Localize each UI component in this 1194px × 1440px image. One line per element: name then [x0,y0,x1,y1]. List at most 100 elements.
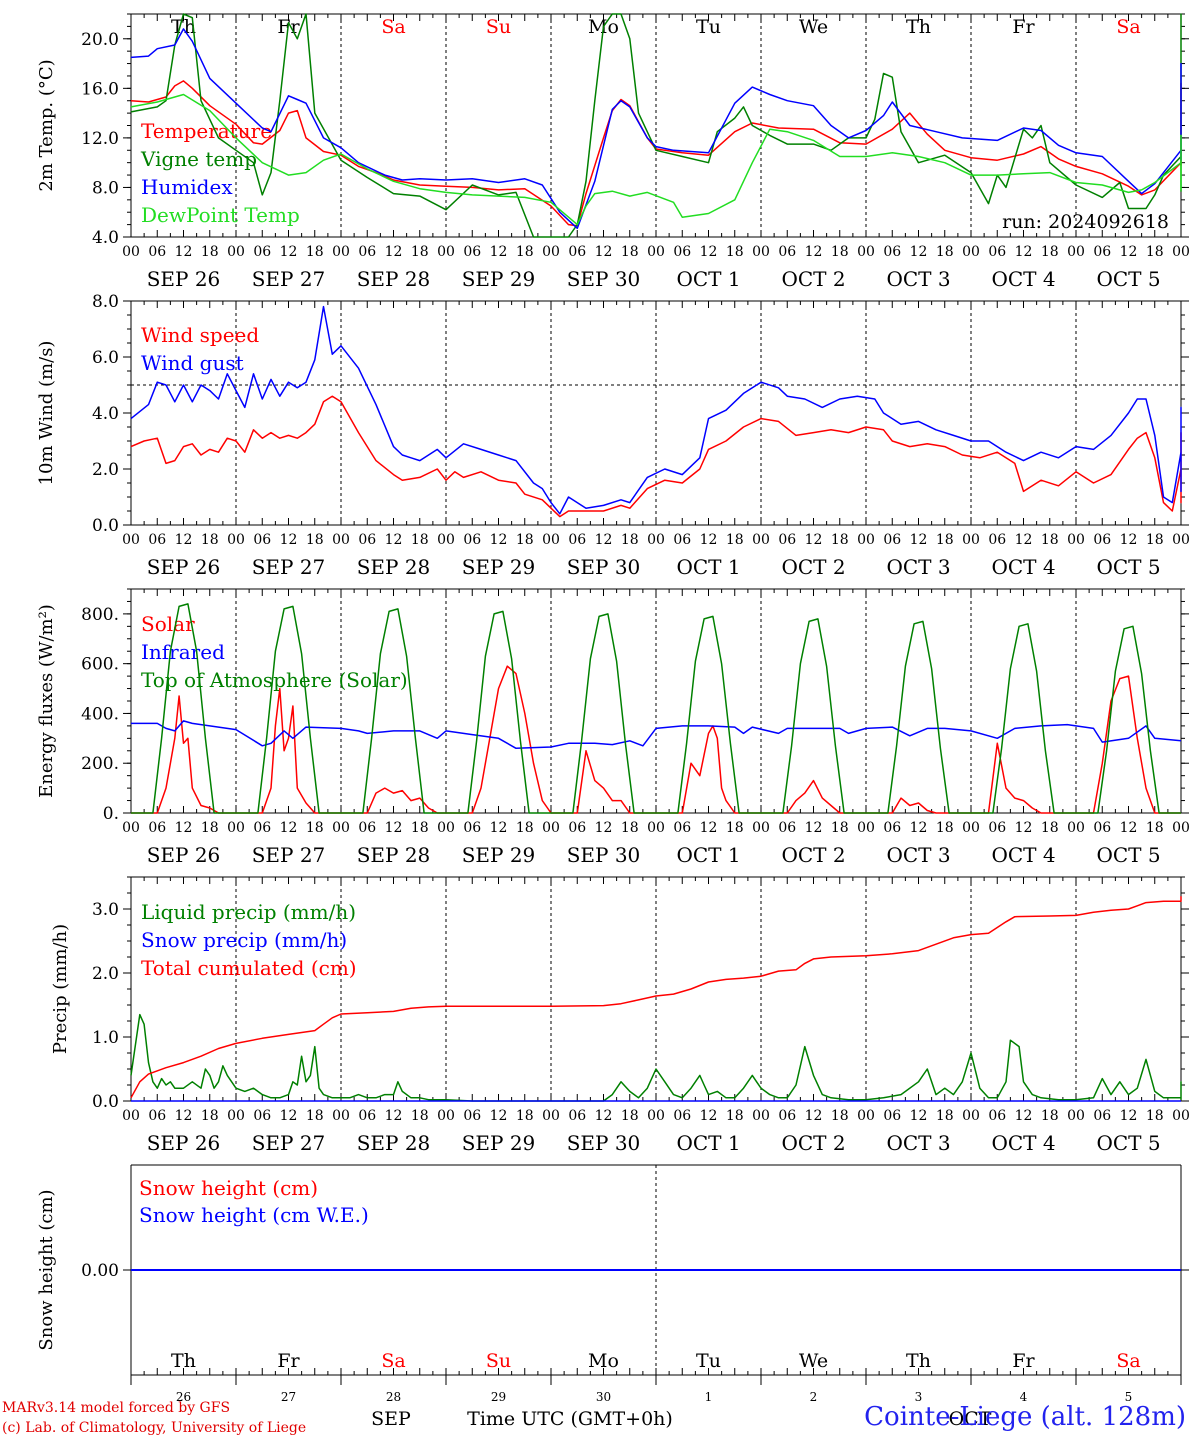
hour-label: 12 [805,1108,823,1124]
hour-label: 06 [253,1108,271,1124]
hour-label: 18 [1146,1108,1164,1124]
date-label: OCT 1 [676,843,740,867]
legend-entry: Vigne temp [140,147,257,171]
y-axis-label: 10m Wind (m/s) [36,341,57,486]
y-tick-label: 8.0 [92,178,119,198]
y-tick-label: 200. [81,754,119,774]
hour-label: 00 [332,244,350,260]
hour-label: 12 [700,1108,718,1124]
hour-label: 18 [936,532,954,548]
hour-label: 06 [988,244,1006,260]
hour-label: 00 [332,1108,350,1124]
hour-label: 18 [621,1108,639,1124]
hour-label: 12 [700,820,718,836]
hour-label: 12 [280,244,298,260]
hour-label: 18 [621,532,639,548]
hour-label: 06 [883,1108,901,1124]
hour-label: 18 [1146,532,1164,548]
hour-label: 18 [726,1108,744,1124]
hour-label: 00 [122,820,140,836]
hour-label: 00 [542,532,560,548]
hour-label: 18 [1146,244,1164,260]
weekday-label: Mo [588,1350,619,1372]
hour-label: 18 [1041,1108,1059,1124]
legend-entry: Infrared [141,640,225,664]
hour-label: 12 [1015,244,1033,260]
legend-entry: DewPoint Temp [141,203,300,227]
hour-label: 00 [857,532,875,548]
day-number-label: 27 [281,1390,296,1404]
day-number-label: 30 [596,1390,611,1404]
hour-label: 18 [516,1108,534,1124]
hour-label: 12 [595,244,613,260]
hour-label: 06 [358,820,376,836]
date-label: OCT 5 [1096,843,1160,867]
hour-label: 06 [358,1108,376,1124]
hour-label: 12 [385,244,403,260]
station-title: Cointe-Liege (alt. 128m) [864,1402,1186,1432]
weekday-label: We [799,16,828,38]
y-tick-label: 16.0 [81,79,119,99]
legend-entry: Wind speed [141,323,259,347]
hour-label: 12 [1015,532,1033,548]
hour-label: 12 [385,532,403,548]
hour-label: 00 [1172,244,1190,260]
model-credit: MARv3.14 model forced by GFS [2,1400,231,1416]
hour-label: 06 [568,532,586,548]
date-label: OCT 4 [991,1131,1055,1155]
date-label: OCT 3 [886,843,950,867]
hour-label: 00 [122,244,140,260]
date-label: SEP 28 [357,555,431,579]
hour-label: 06 [463,532,481,548]
series-line-1 [130,1013,1182,1102]
hour-label: 18 [936,244,954,260]
hour-label: 12 [910,1108,928,1124]
hour-label: 06 [568,244,586,260]
hour-label: 12 [1120,1108,1138,1124]
hour-label: 00 [1172,820,1190,836]
date-label: OCT 5 [1096,555,1160,579]
weekday-label: Sa [381,16,405,38]
y-tick-label: 400. [81,704,119,724]
chart-panel-4: 0.0 1.0 2.0 3.0 Precip (mm/h) 00 06 12 18 00 06 12 1… [50,876,1190,1155]
hour-label: 18 [621,244,639,260]
y-tick-label: 8.0 [92,292,119,312]
date-label: SEP 30 [567,267,641,291]
hour-label: 12 [1120,820,1138,836]
date-label: OCT 5 [1096,267,1160,291]
hour-label: 00 [1067,820,1085,836]
hour-label: 00 [1067,244,1085,260]
y-tick-label: 600. [81,655,119,675]
hour-label: 12 [805,532,823,548]
hour-label: 18 [831,532,849,548]
date-label: SEP 28 [357,267,431,291]
hour-label: 12 [490,1108,508,1124]
date-label: SEP 27 [252,843,326,867]
y-tick-label: 4.0 [92,404,119,424]
date-label: SEP 28 [357,843,431,867]
hour-label: 06 [778,1108,796,1124]
chart-panel-1: 4.08.012.016.020.02m Temp. (°C)Th Fr Sa Su M… [36,13,1190,291]
hour-label: 06 [463,1108,481,1124]
legend-entry: Temperature [141,119,272,143]
series-line-3 [130,896,1182,1099]
series-line-2 [131,720,1182,750]
hour-label: 06 [673,1108,691,1124]
date-label: SEP 30 [567,555,641,579]
hour-label: 06 [778,244,796,260]
hour-label: 00 [647,820,665,836]
hour-label: 00 [962,532,980,548]
legend-entry: Wind gust [141,351,244,375]
series-line-1 [130,395,1182,518]
weekday-label: Th [171,16,196,38]
y-tick-label: 0.00 [81,1261,119,1281]
date-label: SEP 27 [252,555,326,579]
hour-label: 18 [726,532,744,548]
legend-entry: Liquid precip (mm/h) [141,900,356,924]
weekday-label: Sa [1116,1350,1140,1372]
hour-label: 12 [175,820,193,836]
hour-label: 12 [1015,820,1033,836]
hour-label: 12 [700,244,718,260]
hour-label: 12 [490,532,508,548]
hour-label: 12 [385,1108,403,1124]
